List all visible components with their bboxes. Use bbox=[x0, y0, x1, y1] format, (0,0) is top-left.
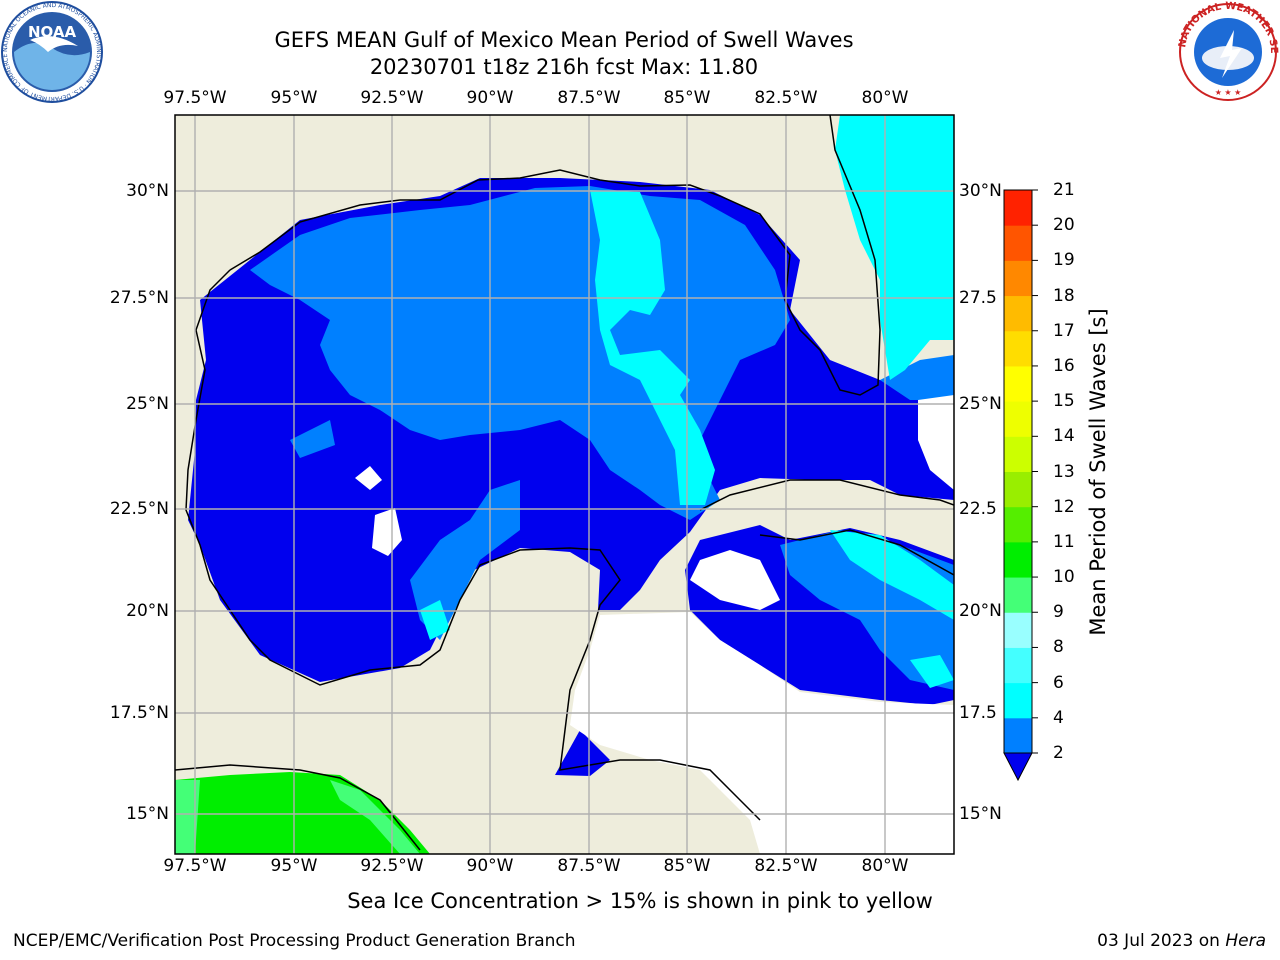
gulf-coastline bbox=[175, 115, 954, 851]
colorbar-tick-label: 10 bbox=[1053, 567, 1075, 588]
colorbar-tick-label: 12 bbox=[1053, 496, 1075, 517]
colorbar-tick-label: 14 bbox=[1053, 426, 1075, 447]
caribbean-no-data-patch bbox=[690, 550, 780, 610]
lon-tick-top-82.5w: 82.5°W bbox=[754, 88, 818, 108]
colorbar-tick-label: 15 bbox=[1053, 391, 1075, 412]
lon-tick-top-95w: 95°W bbox=[270, 88, 318, 108]
caribbean-no-data-region bbox=[570, 612, 954, 854]
lon-tick-top-85w: 85°W bbox=[663, 88, 711, 108]
lon-tick-bottom-95w: 95°W bbox=[270, 856, 318, 876]
colorbar-tick-label: 18 bbox=[1053, 285, 1075, 306]
map-border bbox=[174, 114, 955, 855]
lat-tick-right-25n: 25°N bbox=[959, 394, 1002, 414]
colorbar-tick-label: 17 bbox=[1053, 320, 1075, 341]
colorbar-tick-label: 6 bbox=[1053, 672, 1064, 693]
jamaica-cyan-patch bbox=[910, 655, 954, 688]
noaa-logo-text: NOAA bbox=[28, 23, 77, 41]
caribbean-cyan-region bbox=[830, 530, 954, 620]
colorbar-segment bbox=[1004, 682, 1032, 719]
pacific-light-green-region bbox=[175, 780, 420, 854]
lat-tick-left-22.5n: 22.5°N bbox=[109, 499, 169, 519]
colorbar-segment bbox=[1004, 717, 1032, 754]
central-gulf-cyan-region bbox=[590, 190, 715, 505]
colorbar-tick-label: 21 bbox=[1053, 180, 1075, 200]
colorbar-segment bbox=[1004, 401, 1032, 437]
nws-logo: NATIONAL WEATHER SERVICE ★ ★ ★ bbox=[1176, 0, 1279, 101]
colorbar-segment bbox=[1004, 612, 1032, 648]
date-text: 03 Jul 2023 on bbox=[1097, 931, 1226, 951]
colorbar-segment bbox=[1004, 190, 1032, 226]
lon-tick-top-87.5w: 87.5°W bbox=[557, 88, 621, 108]
lat-tick-right-27.5: 27.5 bbox=[959, 288, 997, 308]
lon-tick-bottom-92.5w: 92.5°W bbox=[360, 856, 424, 876]
nws-stars: ★ ★ ★ bbox=[1215, 88, 1242, 97]
colorbar-segment bbox=[1004, 260, 1032, 297]
colorbar-tick-label: 13 bbox=[1053, 461, 1075, 482]
chart-title: GEFS MEAN Gulf of Mexico Mean Period of … bbox=[274, 28, 854, 52]
colorbar-segment bbox=[1004, 295, 1032, 332]
gulf-no-data-patch bbox=[355, 466, 402, 556]
colorbar-segment bbox=[1004, 365, 1032, 402]
lon-tick-top-80w: 80°W bbox=[861, 88, 909, 108]
colorbar-segment bbox=[1004, 436, 1032, 472]
lat-tick-right-20n: 20°N bbox=[959, 601, 1002, 621]
colorbar-segment bbox=[1004, 471, 1032, 508]
colorbar-label: Mean Period of Swell Waves [s] bbox=[1086, 308, 1110, 636]
lat-tick-right-17.5: 17.5 bbox=[959, 703, 997, 723]
date-host: Hera bbox=[1225, 931, 1266, 951]
credit-text: NCEP/EMC/Verification Post Processing Pr… bbox=[13, 931, 576, 951]
lat-tick-left-25n: 25°N bbox=[126, 394, 169, 414]
chart-subtitle: 20230701 t18z 216h fcst Max: 11.80 bbox=[369, 55, 759, 79]
lat-tick-right-15n: 15°N bbox=[959, 804, 1002, 824]
west-gulf-blue-patch bbox=[290, 420, 335, 458]
colorbar-extend-arrow bbox=[1003, 752, 1033, 782]
colorbar-tick-label: 11 bbox=[1053, 531, 1075, 552]
lon-tick-top-97.5w: 97.5°W bbox=[163, 88, 227, 108]
date-stamp: 03 Jul 2023 on Hera bbox=[1097, 931, 1266, 951]
lon-tick-top-90w: 90°W bbox=[466, 88, 514, 108]
atlantic-cyan-region bbox=[835, 115, 954, 380]
colorbar-segment bbox=[1004, 225, 1032, 261]
colorbar-segment bbox=[1004, 506, 1032, 543]
colorbar-tick-label: 4 bbox=[1053, 707, 1064, 728]
colorbar-tick-label: 16 bbox=[1053, 355, 1075, 376]
lon-tick-bottom-97.5w: 97.5°W bbox=[163, 856, 227, 876]
lon-tick-bottom-87.5w: 87.5°W bbox=[557, 856, 621, 876]
lon-tick-bottom-80w: 80°W bbox=[861, 856, 909, 876]
colorbar-tick-label: 2 bbox=[1053, 743, 1064, 763]
map-gridlines bbox=[175, 115, 954, 854]
colorbar-segment bbox=[1004, 330, 1032, 367]
bay-of-campeche-blue bbox=[410, 480, 520, 640]
colorbar-tick-label: 8 bbox=[1053, 637, 1064, 658]
lat-tick-left-27.5n: 27.5°N bbox=[109, 288, 169, 308]
lat-tick-left-17.5n: 17.5°N bbox=[109, 703, 169, 723]
colorbar-tick-label: 19 bbox=[1053, 250, 1075, 271]
colorbar-segment bbox=[1004, 647, 1032, 684]
lat-tick-right-22.5: 22.5 bbox=[959, 499, 997, 519]
lon-tick-bottom-90w: 90°W bbox=[466, 856, 514, 876]
east-florida-blue bbox=[880, 355, 954, 400]
east-no-data-patch bbox=[918, 395, 954, 490]
lon-tick-top-92.5w: 92.5°W bbox=[360, 88, 424, 108]
colorbar-tick-label: 20 bbox=[1053, 215, 1075, 236]
lon-tick-bottom-82.5w: 82.5°W bbox=[754, 856, 818, 876]
lat-tick-left-15n: 15°N bbox=[126, 804, 169, 824]
lat-tick-left-20n: 20°N bbox=[126, 601, 169, 621]
sea-ice-footnote: Sea Ice Concentration > 15% is shown in … bbox=[347, 889, 933, 913]
colorbar-segment bbox=[1004, 541, 1032, 578]
noaa-logo: NATIONAL OCEANIC AND ATMOSPHERIC ADMINIS… bbox=[1, 1, 103, 103]
colorbar-segment bbox=[1004, 577, 1032, 613]
lat-tick-left-30n: 30°N bbox=[126, 181, 169, 201]
colorbar-tick-label: 9 bbox=[1053, 602, 1064, 623]
lon-tick-bottom-85w: 85°W bbox=[663, 856, 711, 876]
lat-tick-right-30n: 30°N bbox=[959, 181, 1002, 201]
campeche-cyan-patch bbox=[420, 600, 450, 640]
